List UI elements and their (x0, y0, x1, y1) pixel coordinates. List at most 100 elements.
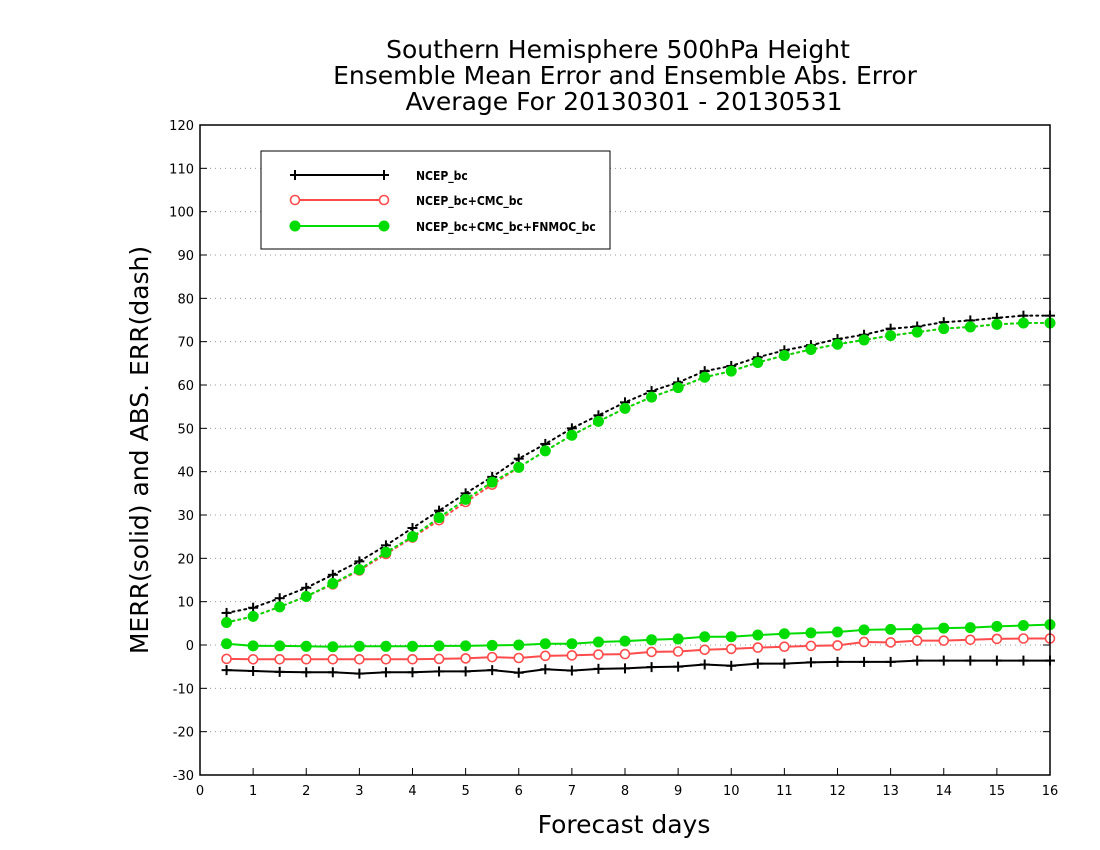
abs-err-point (380, 546, 392, 558)
legend-entry-3: NCEP_bc+CMC_bc+FNMOC_bc (289, 220, 596, 235)
merr-point (725, 643, 737, 655)
merr-point (248, 666, 259, 676)
merr-point (646, 646, 657, 658)
merr-point (487, 665, 498, 676)
merr-point (354, 653, 365, 665)
merr-point (433, 653, 445, 665)
x-tick-label: 13 (882, 784, 899, 799)
abs-err-point (433, 512, 445, 524)
abs-err-point (646, 391, 658, 403)
y-tick-label: -30 (173, 769, 194, 784)
abs-err-point (725, 365, 737, 377)
merr-point (407, 640, 418, 652)
x-tick-label: 0 (196, 784, 204, 799)
abs-err-point (619, 402, 631, 414)
legend-marker (289, 194, 301, 206)
legend-marker (378, 194, 390, 206)
y-tick-label: 80 (177, 292, 194, 307)
merr-point (964, 622, 976, 634)
merr-point (354, 668, 365, 679)
merr-point (752, 658, 763, 669)
y-tick-label: -20 (173, 726, 194, 741)
merr-point (593, 649, 604, 660)
merr-point (301, 667, 312, 678)
merr-point (699, 631, 711, 643)
x-tick-label: 16 (1042, 784, 1059, 799)
merr-point (434, 666, 445, 677)
merr-point (486, 651, 498, 663)
abs-err-point (885, 330, 897, 342)
x-tick-label: 2 (302, 784, 310, 799)
merr-point (991, 620, 1003, 632)
series-3 (221, 317, 1056, 653)
abs-err-point (300, 590, 312, 602)
x-tick-label: 5 (461, 784, 469, 799)
merr-point (592, 636, 604, 648)
merr-point (779, 641, 790, 653)
merr-point (778, 628, 790, 640)
chart-title: Southern Hemisphere 500hPa Height Ensemb… (333, 35, 918, 116)
x-tick-label: 10 (723, 784, 740, 799)
legend-marker (379, 170, 389, 180)
x-tick-label: 6 (515, 784, 523, 799)
legend-marker (289, 220, 301, 232)
abs-err-point (938, 323, 950, 335)
merr-point (300, 653, 312, 665)
merr-point (672, 633, 684, 645)
abs-err-point (991, 318, 1003, 330)
merr-point (885, 656, 896, 667)
merr-point (832, 640, 843, 651)
merr-point (858, 636, 870, 648)
abs-err-point (247, 610, 259, 622)
abs-err-point (486, 476, 498, 488)
x-tick-label: 8 (621, 784, 629, 799)
abs-err-point (1017, 317, 1029, 329)
merr-point (274, 653, 285, 665)
y-tick-label: 60 (177, 379, 194, 394)
merr-point (805, 627, 817, 639)
merr-point (805, 640, 817, 652)
merr-point (672, 646, 684, 657)
series-layer (221, 310, 1056, 679)
abs-err-point (513, 461, 525, 473)
abs-err-line (225, 322, 1051, 624)
merr-point (699, 659, 710, 670)
abs-err-line (225, 322, 1051, 624)
merr-point (859, 656, 870, 667)
merr-point (221, 665, 232, 676)
merr-point (407, 653, 418, 665)
y-tick-label: 70 (177, 336, 194, 351)
merr-point (911, 635, 923, 646)
merr-point (566, 650, 578, 661)
merr-point (513, 667, 524, 678)
merr-point (513, 639, 525, 651)
merr-point (540, 650, 551, 662)
x-tick-label: 1 (249, 784, 257, 799)
merr-point (991, 633, 1003, 645)
x-axis-label: Forecast days (538, 810, 711, 839)
merr-point (858, 624, 870, 636)
abs-err-point (327, 577, 339, 589)
merr-point (1018, 633, 1029, 644)
merr-point (221, 638, 233, 650)
abs-err-point (566, 429, 578, 441)
abs-err-point (221, 616, 233, 628)
merr-point (486, 639, 498, 651)
merr-point (779, 658, 790, 669)
merr-point (832, 656, 843, 667)
merr-point (911, 623, 923, 635)
x-tick-label: 11 (776, 784, 793, 799)
y-tick-label: 100 (169, 206, 194, 221)
merr-point (460, 653, 471, 664)
merr-point (646, 662, 657, 673)
merr-point (327, 641, 339, 653)
merr-point (593, 663, 604, 674)
merr-point (327, 653, 339, 665)
merr-point (832, 626, 843, 638)
abs-err-point (805, 343, 817, 355)
merr-point (725, 631, 737, 643)
x-tick-label: 4 (408, 784, 416, 799)
y-tick-label: 110 (169, 162, 194, 177)
abs-err-point (592, 415, 604, 427)
